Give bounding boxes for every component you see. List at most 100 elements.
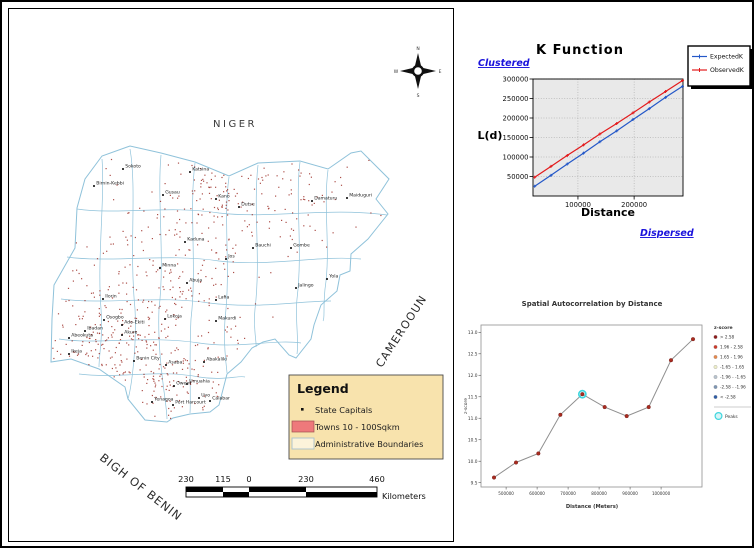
city-label: Gombe [293, 243, 310, 249]
state-capital-dot [102, 298, 104, 300]
compass-s-label: S [417, 93, 420, 99]
city-label: Uyo [201, 393, 210, 399]
ac-x-tick-label: 700000 [560, 491, 576, 496]
ac-y-tick-label: 9.5 [471, 480, 478, 486]
ac-x-tick-label: 900000 [622, 491, 638, 496]
state-capital-dot [121, 324, 123, 326]
state-capital-dot [121, 334, 123, 336]
city-label: Port Harcourt [175, 400, 206, 406]
city-label: Kano [218, 194, 230, 200]
state-capital-dot [203, 361, 205, 363]
state-capital-dot [290, 247, 292, 249]
autocorrelation-y-axis-label: z-score [463, 398, 469, 414]
k-series-ExpectedK [534, 85, 683, 187]
sea-label-bight-of-benin: BIGH OF BENIN [97, 451, 185, 524]
ac-y-tick-label: 11.0 [468, 416, 478, 422]
city-label: Jos [227, 254, 235, 260]
city-label: Abakaliki [206, 357, 227, 363]
k-y-tick-label: 50000 [507, 173, 529, 181]
state-capital-dot [165, 364, 167, 366]
state-capital-dot [215, 299, 217, 301]
k-function-chart: 50000 100000 150000 200000 250000 300000 10000… [460, 38, 754, 250]
scale-bar-number: 0 [246, 474, 251, 484]
k-function-plot-area: 50000 100000 150000 200000 250000 300000 10000… [503, 75, 684, 209]
ac-data-point [514, 460, 519, 465]
ac-x-tick-label: 500000 [498, 491, 514, 496]
state-capital-dot [346, 197, 348, 199]
city-label: Osogbo [106, 315, 124, 321]
city-label: Sokoto [125, 164, 141, 170]
state-capital-dot [68, 337, 70, 339]
z-score-legend-title: z-score [714, 325, 733, 331]
z-score-class-label: > 2.58 [720, 335, 734, 340]
city-label: Bauchi [255, 243, 271, 249]
autocorrelation-title: Spatial Autocorrelation by Distance [522, 300, 663, 308]
city-label: Yola [328, 274, 338, 280]
peaks-legend-label: Peaks [725, 414, 738, 420]
city-label: Yenagoa [153, 397, 173, 403]
state-capital-dot [215, 320, 217, 322]
autocorrelation-plot-area: 9.5 10.0 10.5 11.0 11.5 12.0 12.5 13.0 500000 600… [468, 324, 703, 496]
ac-x-tick-label: 600000 [529, 491, 545, 496]
state-capital-dot [184, 241, 186, 243]
ac-z-score-line [493, 338, 694, 478]
city-label: Umuahia [189, 379, 210, 385]
state-capital-dot [173, 385, 175, 387]
state-capital-dot [295, 287, 297, 289]
state-capital-dot [238, 206, 240, 208]
scale-bar-number: 230 [298, 474, 314, 484]
k-function-title: K Function [536, 43, 624, 58]
ac-y-tick-label: 10.0 [468, 459, 478, 465]
k-function-y-axis-label: L(d) [478, 129, 503, 142]
state-capital-dot [84, 330, 86, 332]
city-label: Minna [162, 263, 176, 269]
ac-x-tick-label: 800000 [591, 491, 607, 496]
ac-data-point [558, 412, 563, 417]
k-y-tick-label: 250000 [503, 95, 529, 103]
city-label: Ikeja [71, 349, 82, 355]
state-capital-dot [326, 278, 328, 280]
map-legend-item-towns: Towns 10 - 100Sqkm [314, 422, 400, 432]
ac-y-tick-label: 12.5 [468, 351, 478, 357]
compass-n-label: N [416, 46, 419, 52]
ac-data-point [646, 405, 651, 410]
state-capital-dot [164, 318, 166, 320]
state-capital-dot [103, 319, 105, 321]
city-label: Abeokuta [71, 333, 93, 339]
city-label: Birnin-Kebbi [96, 181, 124, 187]
z-score-class-label: -2.58 - -1.96 [720, 385, 746, 390]
z-score-class-label: 1.96 - 2.58 [720, 345, 743, 350]
ac-data-point [624, 414, 629, 419]
ac-y-tick-label: 12.0 [468, 373, 478, 379]
state-capital-dot [215, 198, 217, 200]
city-label: Abuja [189, 278, 202, 284]
ac-y-tick-label: 10.5 [468, 437, 478, 443]
dispersed-annotation: Dispersed [640, 228, 694, 239]
map-frame: Sokoto Birnin-Kebbi Gusau Katsina Kano Dutse D… [8, 8, 454, 542]
city-label: Owerri [176, 381, 191, 387]
z-score-class-label: -1.96 - -1.65 [720, 375, 746, 380]
city-label: Ibadan [87, 326, 103, 332]
k-x-tick-label: 100000 [565, 201, 591, 209]
scale-bar-number: 115 [215, 474, 231, 484]
country-label-cameroun: CAMEROOUN [373, 293, 429, 370]
state-capital-dot [252, 247, 254, 249]
k-y-tick-label: 200000 [503, 114, 529, 122]
ac-x-tick-label: 1000000 [652, 491, 671, 496]
state-capital-dot [122, 168, 124, 170]
nigeria-map: Sokoto Birnin-Kebbi Gusau Katsina Kano Dutse D… [50, 46, 444, 524]
k-function-legend: ExpectedK ObservedK [687, 45, 753, 89]
ac-y-tick-label: 13.0 [468, 330, 478, 336]
scale-bar-number: 230 [178, 474, 194, 484]
ac-data-point [602, 405, 607, 410]
state-capital-dot [186, 383, 188, 385]
state-capital-dot [198, 397, 200, 399]
city-label: Ilorin [105, 294, 117, 300]
state-capital-dot [189, 171, 191, 173]
ac-data-point [691, 337, 696, 342]
state-capital-dot [151, 401, 153, 403]
state-capital-dot [225, 258, 227, 260]
scale-bar: 230 115 0 230 460 [178, 474, 385, 498]
admin-boundaries-swatch [291, 437, 315, 450]
k-y-tick-label: 100000 [503, 153, 529, 161]
